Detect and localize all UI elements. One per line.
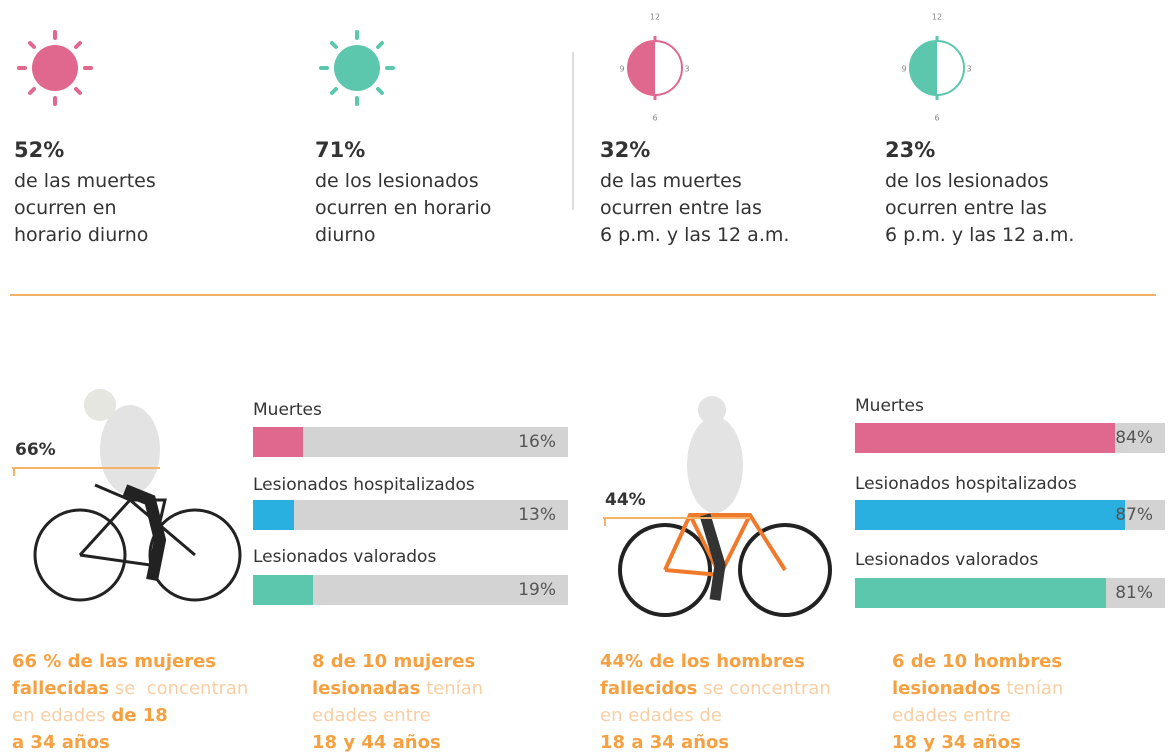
sun-icon xyxy=(321,32,393,104)
note-text: tenían xyxy=(1001,678,1064,699)
note-highlight: de 18 xyxy=(111,705,167,726)
bar-value: 19% xyxy=(253,580,556,600)
clock-label: 9 xyxy=(619,65,624,74)
note-highlight: 18 y 44 años xyxy=(312,732,441,753)
note-line: 66 % de las mujeres xyxy=(12,651,216,672)
note-line: 18 y 34 años xyxy=(892,732,1021,753)
note-highlight: a 34 años xyxy=(12,732,110,753)
clock-label: 12 xyxy=(932,13,942,22)
note-text: tenían xyxy=(420,678,483,699)
note-line: fallecidas se concentran xyxy=(12,678,248,699)
callout-value: 66% xyxy=(15,440,56,460)
note-line: a 34 años xyxy=(12,732,110,753)
bar-value: 84% xyxy=(855,428,1153,448)
stat-text: de las muertes xyxy=(600,170,742,192)
note-highlight: fallecidas xyxy=(12,678,109,699)
cyclist-man xyxy=(620,396,830,615)
bar-value: 87% xyxy=(855,505,1153,525)
infographic: 12 3 6 9 12 3 6 9 52% de las muertes ocurren en ho… xyxy=(0,0,1168,754)
bar-value: 13% xyxy=(253,505,556,525)
stat-text: ocurren entre las xyxy=(885,197,1047,219)
cyclist-woman xyxy=(35,389,240,600)
note-line: 44% de los hombres xyxy=(600,651,805,672)
clock-icon xyxy=(909,36,964,100)
clock-icon xyxy=(627,36,682,100)
bar-label: Lesionados valorados xyxy=(253,547,436,567)
bar-label: Lesionados valorados xyxy=(855,550,1038,570)
callout-value: 44% xyxy=(605,490,646,510)
note-highlight: 6 de 10 hombres xyxy=(892,651,1062,672)
note-line: fallecidos se concentran xyxy=(600,678,831,699)
clock-label: 6 xyxy=(934,114,939,123)
bar-label: Muertes xyxy=(253,400,322,420)
stat-text: diurno xyxy=(315,224,376,246)
note-line: edades entre xyxy=(312,705,431,726)
note-line: lesionadas tenían xyxy=(312,678,483,699)
note-highlight: lesionadas xyxy=(312,678,420,699)
stat-text: ocurren en xyxy=(14,197,117,219)
note-line: lesionados tenían xyxy=(892,678,1063,699)
note-highlight: 8 de 10 mujeres xyxy=(312,651,475,672)
bar-label: Lesionados hospitalizados xyxy=(253,475,475,495)
stat-value: 32% xyxy=(600,138,650,162)
stat-value: 71% xyxy=(315,138,365,162)
note-line: 18 y 44 años xyxy=(312,732,441,753)
note-text: se concentran xyxy=(697,678,831,699)
note-line: en edades de xyxy=(600,705,722,726)
note-text: se concentran xyxy=(109,678,248,699)
stat-text: 6 p.m. y las 12 a.m. xyxy=(600,224,789,246)
stat-value: 23% xyxy=(885,138,935,162)
clock-label: 6 xyxy=(652,114,657,123)
stat-text: de los lesionados xyxy=(315,170,479,192)
note-text: en edades de xyxy=(600,705,722,726)
note-text: edades entre xyxy=(892,705,1011,726)
clock-label: 3 xyxy=(966,65,971,74)
note-highlight: 18 y 34 años xyxy=(892,732,1021,753)
note-line: edades entre xyxy=(892,705,1011,726)
stat-text: de las muertes xyxy=(14,170,156,192)
clock-label: 9 xyxy=(901,65,906,74)
note-highlight: lesionados xyxy=(892,678,1001,699)
clock-label: 12 xyxy=(650,13,660,22)
note-highlight: 18 a 34 años xyxy=(600,732,729,753)
artwork: 12 3 6 9 12 3 6 9 xyxy=(0,0,1168,754)
bar-label: Lesionados hospitalizados xyxy=(855,474,1077,494)
note-line: en edades de 18 xyxy=(12,705,168,726)
clock-label: 3 xyxy=(684,65,689,74)
note-highlight: 66 % de las mujeres xyxy=(12,651,216,672)
stat-value: 52% xyxy=(14,138,64,162)
bar-value: 16% xyxy=(253,432,556,452)
bar-label: Muertes xyxy=(855,396,924,416)
note-line: 6 de 10 hombres xyxy=(892,651,1062,672)
note-text: edades entre xyxy=(312,705,431,726)
sun-icon xyxy=(19,32,91,104)
stat-text: ocurren entre las xyxy=(600,197,762,219)
stat-text: horario diurno xyxy=(14,224,148,246)
stat-text: ocurren en horario xyxy=(315,197,491,219)
stat-text: de los lesionados xyxy=(885,170,1049,192)
note-highlight: 44% de los hombres xyxy=(600,651,805,672)
note-text: en edades xyxy=(12,705,111,726)
note-highlight: fallecidos xyxy=(600,678,697,699)
bar-value: 81% xyxy=(855,583,1153,603)
note-line: 18 a 34 años xyxy=(600,732,729,753)
note-line: 8 de 10 mujeres xyxy=(312,651,475,672)
stat-text: 6 p.m. y las 12 a.m. xyxy=(885,224,1074,246)
